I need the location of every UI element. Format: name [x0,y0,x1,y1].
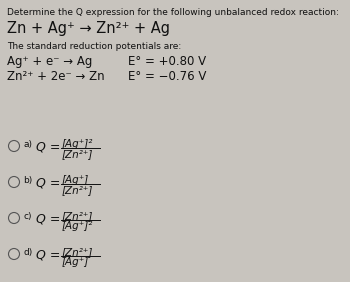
Text: Ag⁺ + e⁻ → Ag: Ag⁺ + e⁻ → Ag [7,55,92,68]
Text: The standard reduction potentials are:: The standard reduction potentials are: [7,42,181,51]
Text: [Zn²⁺]: [Zn²⁺] [62,149,93,159]
Text: [Ag⁺]: [Ag⁺] [62,175,89,185]
Text: Q =: Q = [36,212,60,225]
Text: c): c) [23,212,32,221]
Text: E° = +0.80 V: E° = +0.80 V [128,55,206,68]
Text: [Ag⁺]²: [Ag⁺]² [62,221,93,231]
Text: b): b) [23,176,32,185]
Text: Q =: Q = [36,176,60,189]
Text: [Ag⁺]²: [Ag⁺]² [62,139,93,149]
Text: [Zn²⁺]: [Zn²⁺] [62,185,93,195]
Text: [Zn²⁺]: [Zn²⁺] [62,211,93,221]
Text: a): a) [23,140,32,149]
Text: Q =: Q = [36,248,60,261]
Text: Zn²⁺ + 2e⁻ → Zn: Zn²⁺ + 2e⁻ → Zn [7,70,105,83]
Text: Q =: Q = [36,140,60,153]
Text: Zn + Ag⁺ → Zn²⁺ + Ag: Zn + Ag⁺ → Zn²⁺ + Ag [7,21,170,36]
Text: E° = −0.76 V: E° = −0.76 V [128,70,206,83]
Text: d): d) [23,248,32,257]
Text: [Zn²⁺]: [Zn²⁺] [62,247,93,257]
Text: Determine the Q expression for the following unbalanced redox reaction:: Determine the Q expression for the follo… [7,8,339,17]
Text: [Ag⁺]: [Ag⁺] [62,257,89,267]
